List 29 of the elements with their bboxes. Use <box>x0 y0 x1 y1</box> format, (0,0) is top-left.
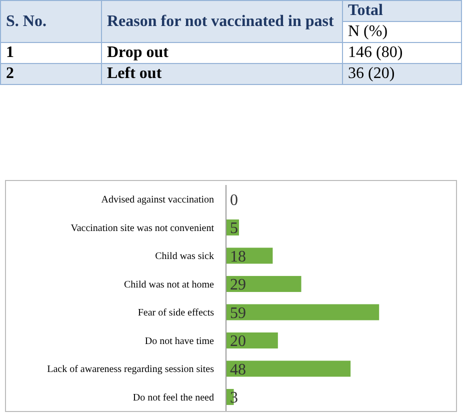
y-tick-label: Advised against vaccination <box>101 194 214 206</box>
text: Drop out <box>102 42 342 64</box>
text: 2 <box>0 64 102 84</box>
text: Total <box>342 0 462 22</box>
data-label: 18 <box>230 248 246 266</box>
text: 146 (80) <box>342 42 462 64</box>
y-tick-label: Child was sick <box>155 251 214 262</box>
data-label: 20 <box>230 333 246 350</box>
y-tick-label: Do not have time <box>144 336 215 347</box>
y-tick-label: Vaccination site was not convenient <box>70 222 214 234</box>
text: S. No. <box>0 0 102 42</box>
bar <box>226 332 278 348</box>
bar <box>226 304 380 320</box>
y-tick-label: Do not feel the need <box>132 392 214 404</box>
bar <box>226 360 351 377</box>
data-label: 5 <box>230 220 238 238</box>
text: N (%) <box>342 22 462 42</box>
y-tick-label: Fear of side effects <box>138 308 214 319</box>
bar <box>226 276 302 292</box>
text: 1 <box>0 42 102 64</box>
y-tick-label: Lack of awareness regarding session sites <box>47 364 214 376</box>
y-tick-label: Child was not at home <box>124 279 215 290</box>
data-label: 59 <box>230 304 246 322</box>
text: Left out <box>102 64 342 84</box>
data-label: 29 <box>230 276 246 294</box>
text: Reason for not vaccinated in past <box>102 0 342 42</box>
data-label: 48 <box>230 361 246 378</box>
text: 36 (20) <box>342 64 462 84</box>
data-label: 0 <box>230 192 238 209</box>
